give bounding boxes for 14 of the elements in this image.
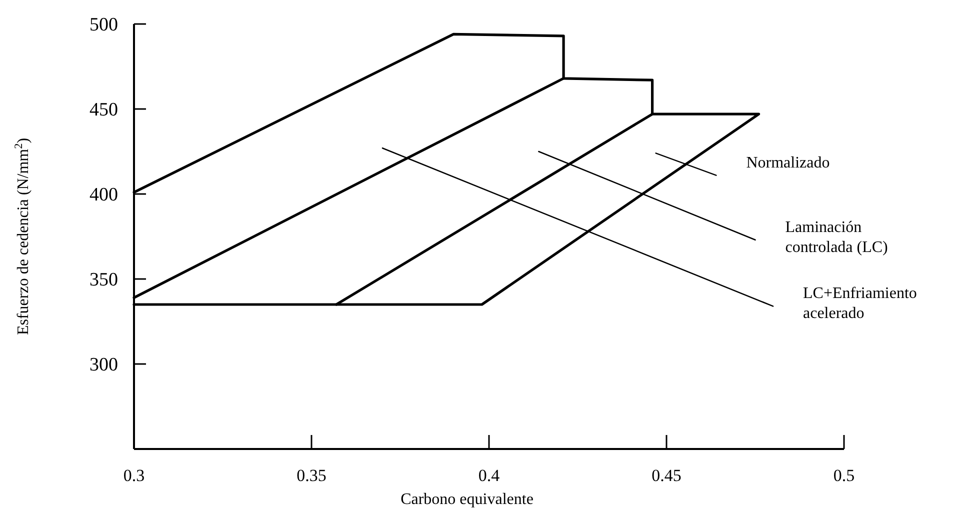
x-axis-title: Carbono equivalente <box>400 491 534 508</box>
x-tick-label: 0.35 <box>296 466 326 485</box>
series-label: Laminación controlada (LC) <box>785 218 888 256</box>
x-tick-label: 0.45 <box>652 466 682 485</box>
y-tick-label: 400 <box>90 184 118 206</box>
y-tick-label: 450 <box>90 100 118 121</box>
y-tick-label: 350 <box>90 270 118 291</box>
y-tick-label: 500 <box>90 14 118 36</box>
series-label: Normalizado <box>746 154 830 172</box>
x-tick-label: 0.5 <box>833 466 855 485</box>
x-tick-label: 0.3 <box>123 466 145 485</box>
x-tick-label: 0.4 <box>478 466 500 485</box>
series-label: LC+Enfriamiento acelerado <box>803 285 917 322</box>
y-tick-label: 300 <box>90 354 118 376</box>
